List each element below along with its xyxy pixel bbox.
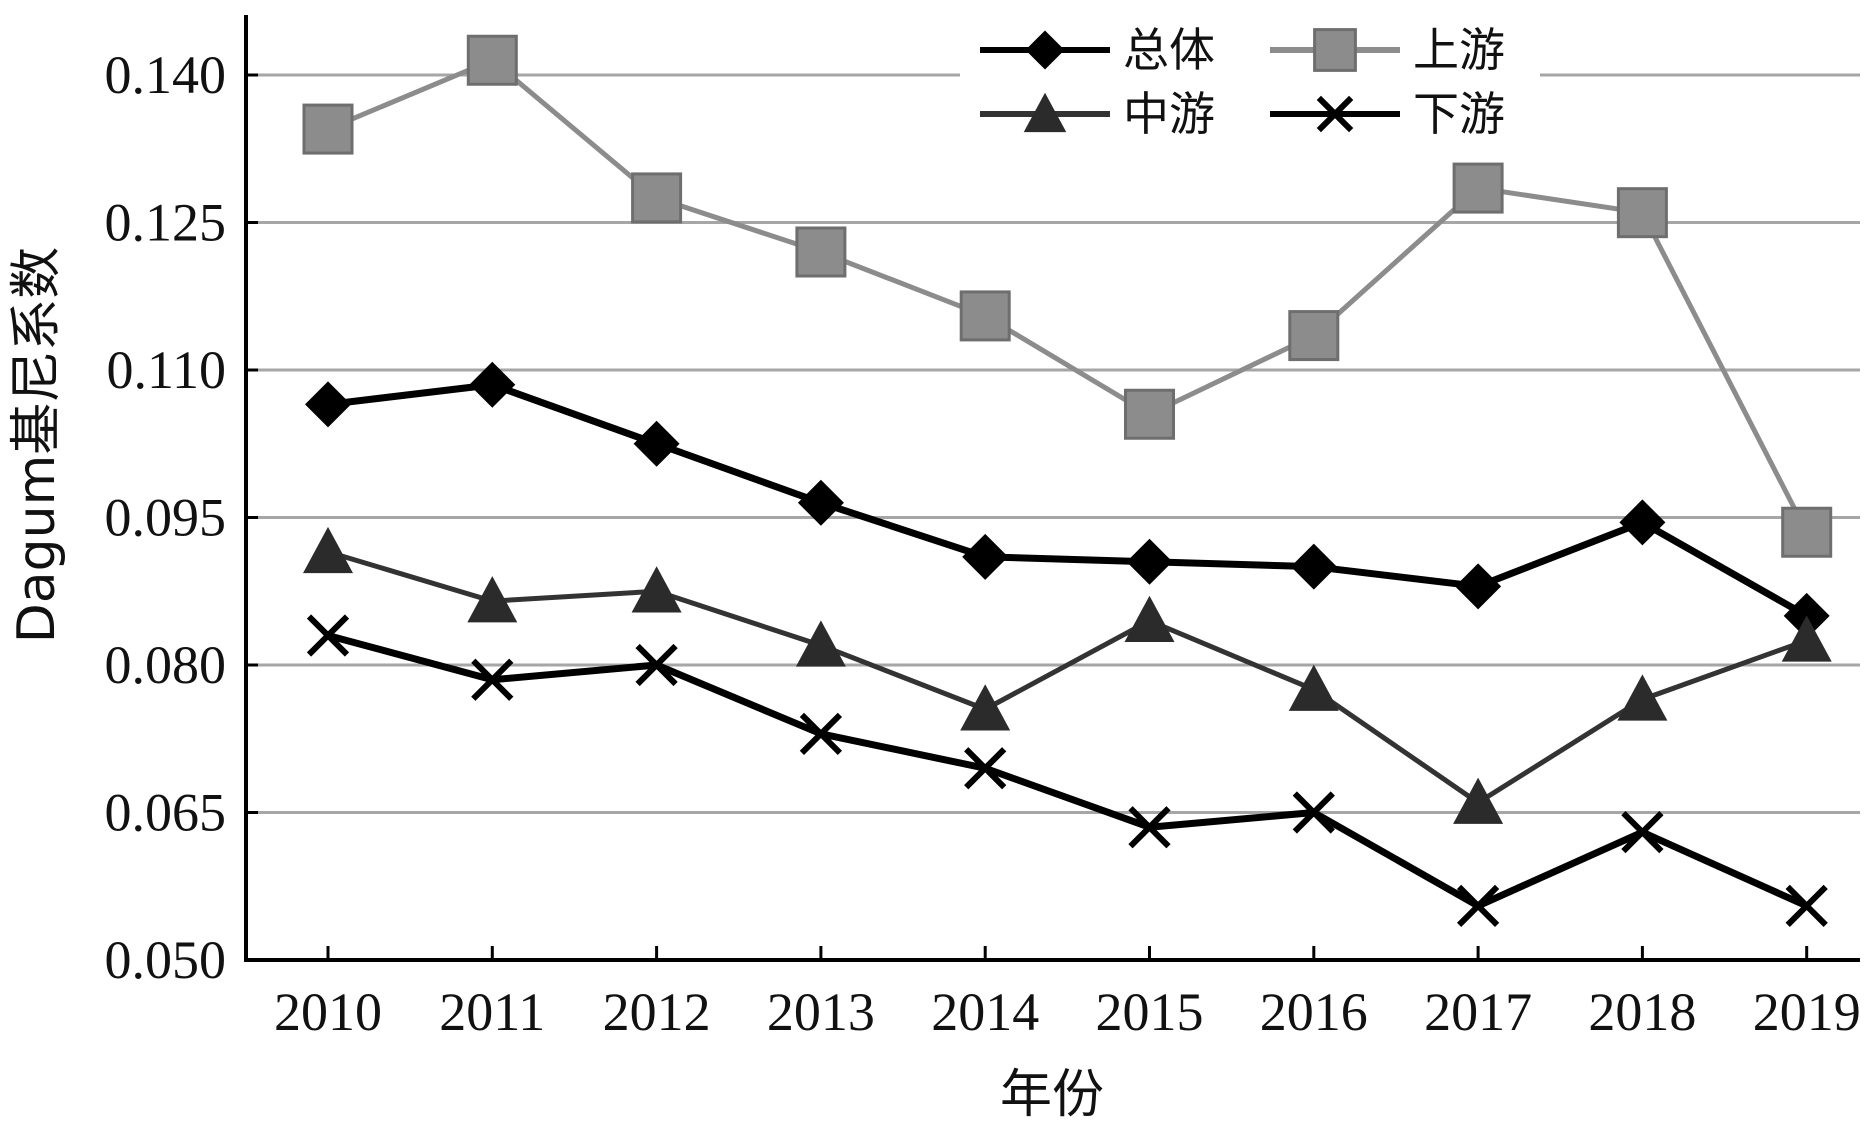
y-tick-label: 0.125 (105, 193, 227, 253)
diamond-marker (1290, 543, 1337, 590)
x-tick-label: 2014 (931, 982, 1039, 1042)
y-axis-ticks: 0.050 0.065 0.080 0.095 0.110 0.125 0.140 (105, 45, 258, 990)
square-marker (1616, 187, 1668, 239)
legend-item: 上游 (1270, 23, 1505, 77)
x-tick-label: 2018 (1588, 982, 1696, 1042)
series-line (327, 57, 1809, 534)
series-1 (305, 361, 1830, 639)
x-tick-label: 2016 (1260, 982, 1368, 1042)
triangle-marker (303, 526, 353, 574)
series-layer (302, 34, 1833, 928)
legend-item: 总体 (980, 23, 1215, 77)
diamond-marker (1025, 30, 1065, 70)
gridlines (246, 73, 1860, 814)
diamond-marker (1619, 499, 1666, 546)
square-marker (466, 34, 518, 86)
triangle-marker (1023, 92, 1067, 133)
y-tick-label: 0.095 (105, 488, 227, 548)
legend-label: 总体 (1123, 23, 1215, 77)
diamond-marker (962, 533, 1009, 580)
cross-marker (799, 712, 843, 755)
triangle-marker (960, 684, 1011, 731)
square-marker (631, 172, 683, 224)
square-marker (795, 226, 847, 278)
diamond-marker (633, 420, 680, 467)
triangle-marker (1453, 777, 1504, 824)
legend-item: 中游 (980, 87, 1215, 141)
series-line (327, 381, 1809, 619)
square-marker (959, 290, 1011, 342)
x-tick-label: 2013 (767, 982, 875, 1042)
triangle-marker (1617, 674, 1668, 721)
x-axis-title: 年份 (1000, 1065, 1104, 1123)
legend-item: 下游 (1270, 87, 1505, 141)
square-marker (1313, 28, 1357, 72)
x-tick-label: 2019 (1753, 982, 1861, 1042)
diamond-marker (1455, 563, 1502, 610)
triangle-marker (795, 620, 846, 667)
y-tick-label: 0.050 (105, 930, 227, 990)
y-tick-label: 0.080 (105, 635, 227, 695)
cross-marker (1292, 791, 1335, 834)
diamond-marker (1126, 538, 1173, 585)
x-axis-ticks: 2010 2011 2012 2013 2014 2015 2016 2017 2018 2019 (274, 946, 1861, 1042)
x-tick-label: 2011 (439, 982, 545, 1042)
triangle-marker (1288, 664, 1339, 711)
square-marker (1288, 310, 1340, 362)
y-tick-label: 0.140 (105, 45, 227, 105)
triangle-marker (1781, 615, 1832, 662)
y-axis-title: Dagum基尼系数 (7, 247, 67, 644)
triangle-marker (631, 566, 682, 613)
diamond-marker (797, 479, 844, 526)
cross-marker (635, 643, 678, 687)
x-tick-label: 2017 (1424, 982, 1532, 1042)
cross-marker (306, 614, 350, 657)
square-marker (1452, 162, 1504, 214)
series-3 (303, 526, 1832, 824)
square-marker (1124, 388, 1175, 440)
cross-marker (1316, 95, 1354, 133)
cross-marker (1128, 806, 1171, 849)
y-tick-label: 0.065 (105, 783, 227, 843)
cross-marker (964, 747, 1007, 790)
series-line (327, 632, 1809, 910)
square-marker (1781, 506, 1833, 558)
x-tick-label: 2010 (274, 982, 382, 1042)
cross-marker (471, 658, 514, 701)
cross-marker (1785, 884, 1828, 928)
series-4 (306, 614, 1828, 928)
diamond-marker (305, 381, 351, 428)
series-line (327, 549, 1808, 806)
cross-marker (1456, 884, 1500, 928)
y-tick-label: 0.110 (107, 340, 227, 400)
legend-label: 上游 (1413, 23, 1505, 77)
square-marker (302, 103, 354, 155)
triangle-marker (1124, 595, 1175, 642)
legend-label: 下游 (1413, 87, 1505, 141)
legend-label: 中游 (1123, 87, 1215, 141)
diamond-marker (469, 361, 516, 408)
series-2 (302, 34, 1833, 558)
triangle-marker (467, 576, 518, 623)
cross-marker (1621, 811, 1664, 854)
axes (244, 15, 1860, 962)
x-tick-label: 2015 (1096, 982, 1204, 1042)
x-tick-label: 2012 (603, 982, 711, 1042)
